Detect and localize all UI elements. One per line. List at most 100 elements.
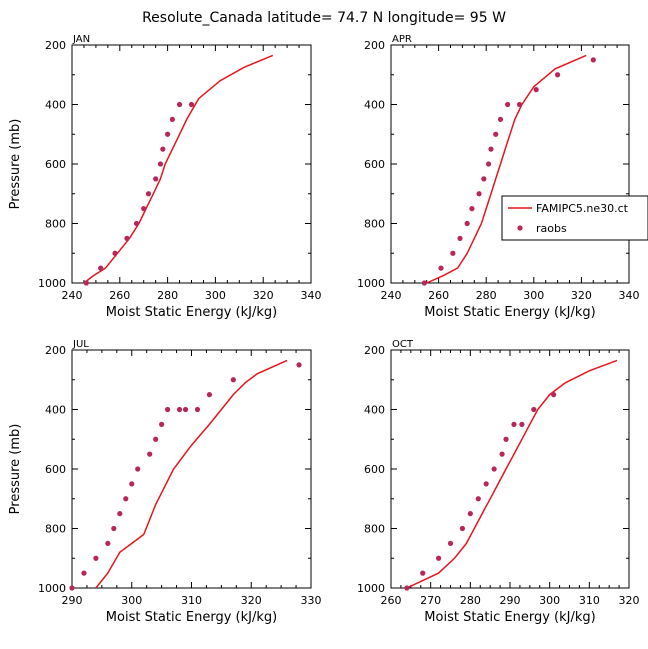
raob-point [450, 250, 456, 256]
raob-point [420, 570, 426, 576]
legend-entry: FAMIPC5.ne30.ct [536, 202, 629, 215]
raob-point [81, 570, 87, 576]
x-tick-label: 320 [241, 594, 262, 607]
y-tick-label: 600 [45, 158, 66, 171]
panel-jan: JAN 240 260 280 300 320 340 200 400 600 800 1000 Moi… [8, 34, 322, 320]
raob-point [135, 466, 141, 472]
legend: FAMIPC5.ne30.ct raobs [501, 195, 648, 241]
panel-label: OCT [392, 339, 414, 350]
plot-frame [390, 349, 630, 589]
x-axis-label: Moist Static Energy (kJ/kg) [424, 305, 595, 320]
raob-point [129, 481, 135, 487]
raob-point [153, 176, 159, 182]
raob-point [133, 220, 140, 227]
raob-point [117, 511, 123, 517]
y-tick-label: 200 [364, 39, 385, 52]
x-tick-label: 290 [62, 594, 83, 607]
x-tick-label: 340 [619, 289, 640, 302]
y-axis-label: Pressure (mb) [8, 424, 23, 515]
y-tick-label: 1000 [38, 582, 66, 595]
x-tick-label: 280 [157, 289, 178, 302]
x-tick-label: 340 [301, 289, 322, 302]
x-tick-label: 310 [579, 594, 600, 607]
raob-point [83, 280, 89, 286]
raob-point [499, 451, 505, 457]
x-tick-label: 260 [109, 289, 130, 302]
raob-point [493, 131, 499, 137]
x-tick-label: 300 [539, 594, 560, 607]
raob-point [141, 206, 147, 212]
x-tick-label: 280 [476, 289, 497, 302]
figure-title: Resolute_Canada latitude= 74.7 N longitu… [142, 10, 506, 26]
raob-point [467, 511, 473, 517]
x-tick-label: 320 [253, 289, 274, 302]
raob-point [123, 496, 129, 502]
raob-point [111, 525, 117, 532]
panel-label: APR [392, 34, 412, 45]
y-axis-label: Pressure (mb) [8, 119, 23, 210]
y-tick-label: 600 [364, 463, 385, 476]
raob-point [421, 280, 427, 286]
raob-point [483, 481, 489, 487]
x-axis-label: Moist Static Energy (kJ/kg) [424, 610, 595, 625]
raob-point [169, 116, 175, 122]
plot-frame [71, 44, 312, 284]
raob-point [503, 436, 509, 442]
y-tick-label: 800 [45, 218, 66, 231]
raob-point [188, 101, 195, 108]
raob-point [93, 555, 99, 561]
raob-point [485, 161, 492, 167]
raob-point [516, 101, 523, 108]
legend-box [501, 195, 648, 241]
raob-point [457, 235, 463, 241]
raob-point [194, 406, 201, 413]
model-line [83, 54, 274, 284]
panel-oct: OCT 260 270 280 290 300 310 320 200 400 600 800 1000… [357, 339, 640, 625]
raob-point [165, 131, 171, 137]
panel-label: JUL [72, 339, 89, 350]
y-tick-label: 800 [364, 523, 385, 536]
x-axis-label: Moist Static Energy (kJ/kg) [106, 305, 277, 320]
raob-point [511, 421, 517, 427]
y-tick-label: 200 [45, 39, 66, 52]
panel-jul: JUL 290 300 310 320 330 200 400 600 800 1000 Moist … [8, 339, 322, 625]
raob-point [469, 206, 475, 212]
raob-point [447, 540, 454, 546]
raob-point [476, 191, 482, 197]
x-tick-label: 300 [121, 594, 142, 607]
y-tick-label: 1000 [38, 277, 66, 290]
raob-point [176, 101, 183, 108]
x-tick-label: 290 [500, 594, 521, 607]
model-line [426, 54, 587, 284]
raob-point [519, 421, 525, 427]
panel-apr: APR 240 260 280 300 320 340 200 400 600 800 1000 Moi… [357, 34, 648, 320]
legend-entry: raobs [536, 222, 567, 235]
raob-point [531, 406, 537, 413]
model-line [95, 359, 288, 589]
raob-point [206, 392, 213, 398]
y-tick-label: 800 [364, 218, 385, 231]
x-tick-label: 240 [381, 289, 402, 302]
raob-point [481, 176, 487, 182]
raob-point [145, 191, 152, 197]
y-tick-label: 600 [364, 158, 385, 171]
y-tick-label: 400 [364, 99, 385, 112]
y-tick-label: 200 [364, 344, 385, 357]
raob-point [157, 161, 164, 167]
raob-point [551, 392, 557, 398]
x-tick-label: 240 [62, 289, 83, 302]
x-tick-label: 300 [205, 289, 226, 302]
y-tick-label: 600 [45, 463, 66, 476]
x-tick-label: 270 [420, 594, 441, 607]
plot-frame [71, 349, 312, 589]
raob-point [159, 421, 165, 427]
x-tick-label: 330 [301, 594, 322, 607]
raob-point [153, 436, 159, 442]
raob-point [112, 250, 118, 256]
x-axis-label: Moist Static Energy (kJ/kg) [106, 610, 277, 625]
raob-point [98, 265, 104, 271]
legend-marker-swatch [517, 225, 523, 231]
x-tick-label: 320 [571, 289, 592, 302]
y-tick-label: 1000 [357, 582, 385, 595]
